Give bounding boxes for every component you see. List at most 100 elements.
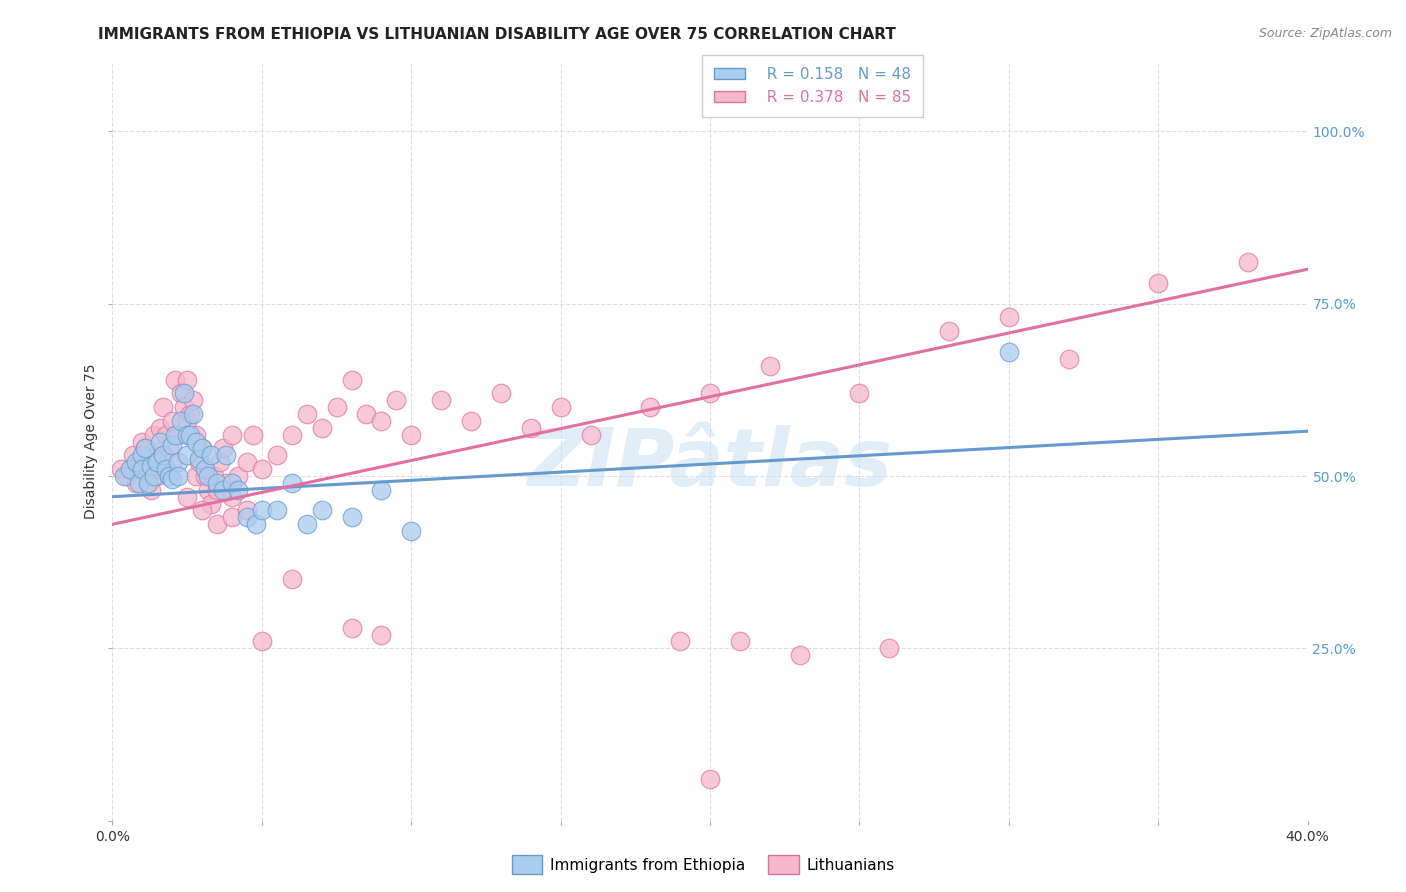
Point [311, 503, 333, 517]
Point [205, 475, 228, 490]
Point [356, 407, 378, 421]
Point [205, 517, 228, 532]
Point [167, 427, 190, 442]
Point [176, 414, 198, 428]
Point [197, 483, 219, 497]
Point [191, 442, 214, 456]
Point [152, 400, 174, 414]
Point [385, 393, 408, 408]
Point [117, 469, 139, 483]
Point [221, 427, 243, 442]
Point [120, 462, 142, 476]
Point [179, 427, 201, 442]
Point [122, 448, 145, 462]
Point [340, 372, 363, 386]
Point [191, 442, 214, 456]
Point [998, 345, 1021, 359]
Point [167, 455, 190, 469]
Point [170, 386, 193, 401]
Point [138, 469, 160, 483]
Point [430, 393, 453, 408]
Point [162, 455, 183, 469]
Point [311, 421, 333, 435]
Y-axis label: Disability Age Over 75: Disability Age Over 75 [84, 364, 98, 519]
Point [128, 475, 150, 490]
Point [200, 497, 222, 511]
Point [149, 421, 172, 435]
Point [266, 503, 288, 517]
Point [242, 427, 264, 442]
Point [176, 448, 198, 462]
Point [155, 427, 177, 442]
Point [250, 462, 273, 476]
Point [125, 455, 148, 469]
Point [202, 469, 225, 483]
Point [325, 400, 347, 414]
Point [186, 427, 208, 442]
Point [281, 573, 304, 587]
Point [579, 427, 602, 442]
Point [212, 442, 235, 456]
Point [340, 510, 363, 524]
Point [236, 510, 259, 524]
Point [149, 434, 172, 449]
Point [340, 621, 363, 635]
Point [281, 427, 304, 442]
Point [401, 524, 423, 538]
Point [186, 469, 208, 483]
Point [186, 434, 208, 449]
Point [162, 473, 183, 487]
Legend:   R = 0.158   N = 48,   R = 0.378   N = 85: R = 0.158 N = 48, R = 0.378 N = 85 [702, 55, 924, 117]
Text: Source: ZipAtlas.com: Source: ZipAtlas.com [1258, 27, 1392, 40]
Point [131, 462, 153, 476]
Point [370, 483, 392, 497]
Point [146, 455, 169, 469]
Point [789, 648, 811, 663]
Point [236, 503, 259, 517]
Point [998, 310, 1021, 325]
Point [209, 455, 232, 469]
Point [188, 451, 211, 466]
Point [250, 503, 273, 517]
Point [221, 490, 243, 504]
Point [226, 469, 249, 483]
Point [131, 434, 153, 449]
Point [167, 469, 190, 483]
Point [699, 386, 721, 401]
Point [215, 448, 238, 462]
Point [266, 448, 288, 462]
Point [489, 386, 512, 401]
Point [295, 407, 318, 421]
Point [938, 324, 960, 338]
Point [131, 462, 153, 476]
Point [370, 414, 392, 428]
Point [236, 455, 259, 469]
Point [520, 421, 543, 435]
Point [221, 475, 243, 490]
Point [155, 462, 177, 476]
Point [138, 475, 160, 490]
Point [1147, 276, 1170, 290]
Point [128, 455, 150, 469]
Point [191, 503, 214, 517]
Point [212, 483, 235, 497]
Point [146, 448, 169, 462]
Point [173, 400, 195, 414]
Point [181, 393, 204, 408]
Point [110, 462, 132, 476]
Point [181, 407, 204, 421]
Point [188, 455, 211, 469]
Point [143, 427, 166, 442]
Point [162, 438, 183, 452]
Point [640, 400, 662, 414]
Point [226, 483, 249, 497]
Point [250, 634, 273, 648]
Point [669, 634, 692, 648]
Point [460, 414, 482, 428]
Point [157, 469, 180, 483]
Point [141, 483, 163, 497]
Point [176, 490, 198, 504]
Point [170, 414, 193, 428]
Point [176, 427, 198, 442]
Point [245, 517, 267, 532]
